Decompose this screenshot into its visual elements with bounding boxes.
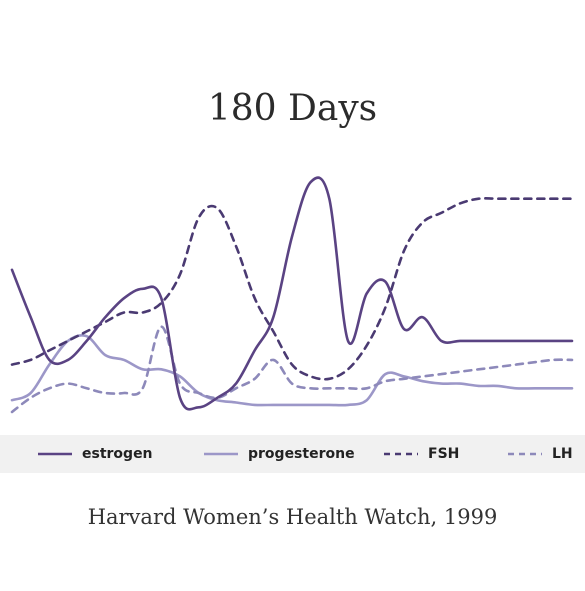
legend-swatch-lh	[508, 452, 542, 456]
source-citation: Harvard Women’s Health Watch, 1999	[87, 505, 498, 529]
legend-item-lh: LH	[508, 435, 573, 473]
legend-swatch-fsh	[384, 452, 418, 456]
series-line-estrogen	[10, 176, 574, 411]
legend-item-estrogen: estrogen	[38, 435, 153, 473]
legend-label-fsh: FSH	[428, 446, 460, 462]
legend-label-estrogen: estrogen	[82, 446, 153, 462]
legend-swatch-estrogen	[38, 452, 72, 456]
legend-label-lh: LH	[552, 446, 573, 462]
series-line-lh	[10, 325, 574, 414]
legend-item-progesterone: progesterone	[204, 435, 355, 473]
chart-plot-area	[10, 176, 574, 414]
legend-label-progesterone: progesterone	[248, 446, 355, 462]
legend-swatch-progesterone	[204, 452, 238, 456]
series-line-progesterone	[10, 333, 574, 407]
chart-title: 180 Days	[207, 88, 378, 129]
legend-item-fsh: FSH	[384, 435, 459, 473]
series-line-fsh	[10, 197, 574, 381]
chart-legend: estrogen progesterone FSH LH	[0, 435, 585, 473]
